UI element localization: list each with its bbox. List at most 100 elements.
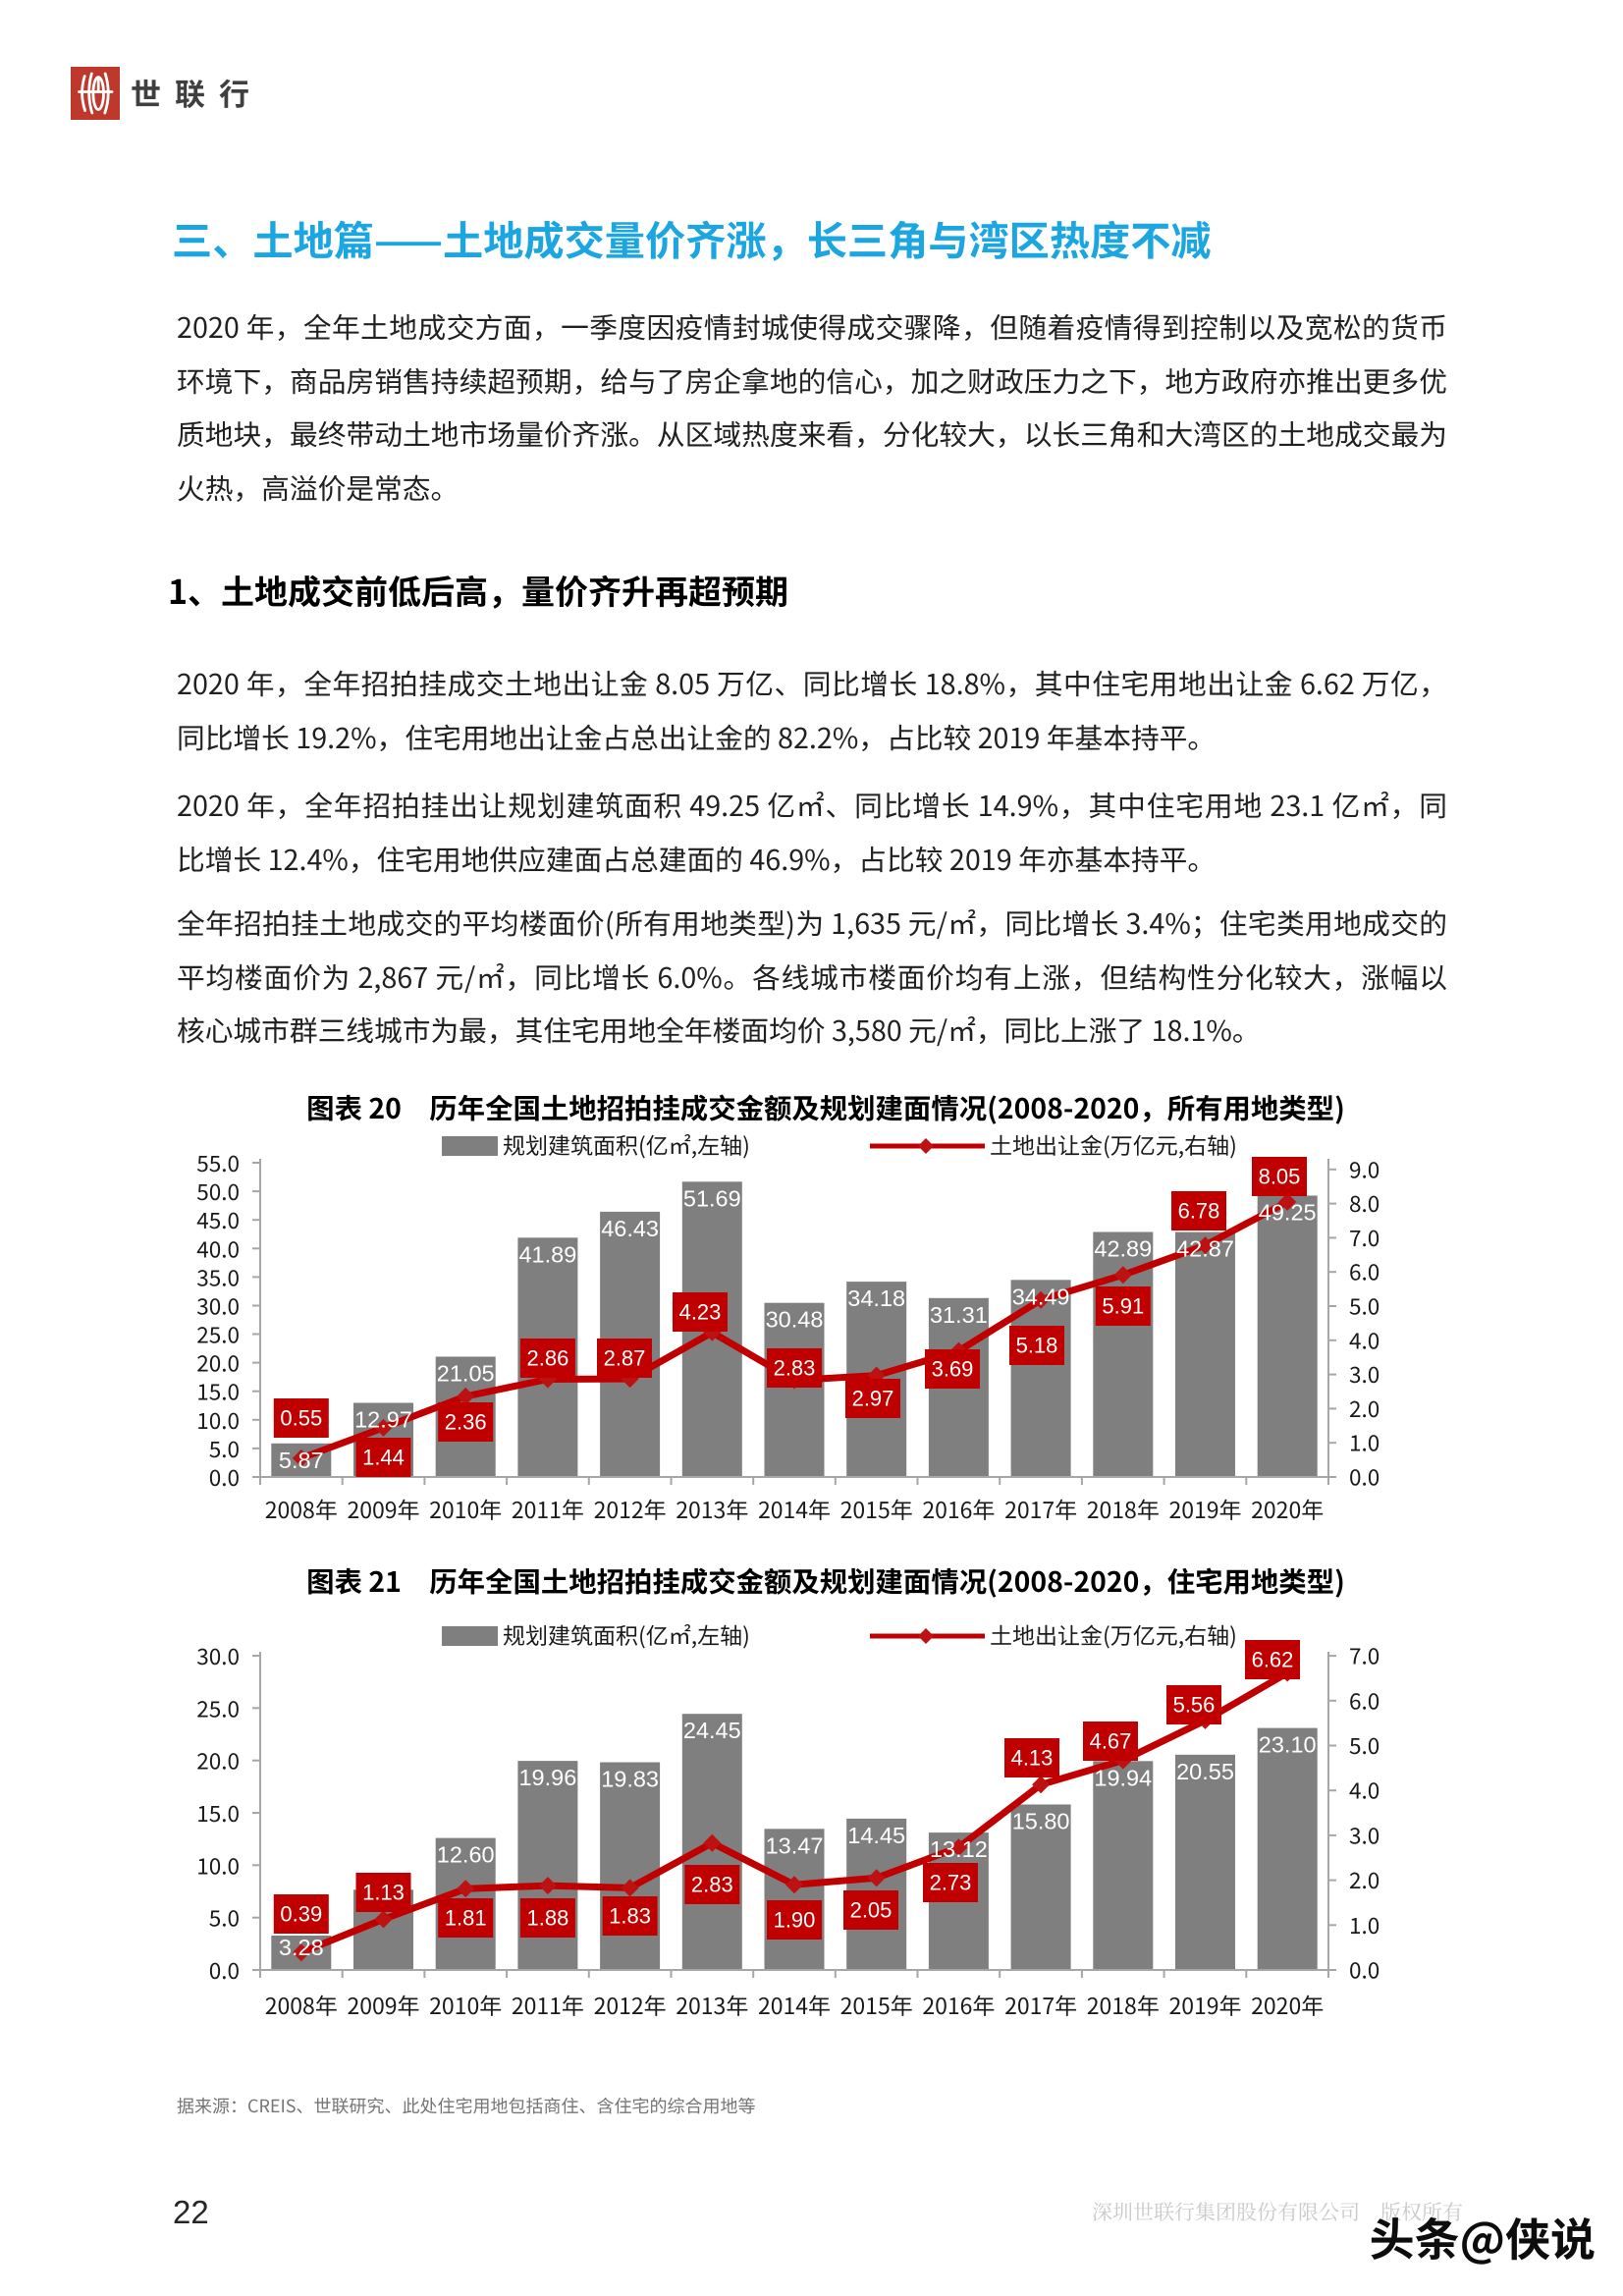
svg-text:0.39: 0.39 <box>280 1902 322 1927</box>
svg-text:24.45: 24.45 <box>683 1718 741 1743</box>
svg-text:35.0: 35.0 <box>196 1261 240 1292</box>
svg-text:12.97: 12.97 <box>354 1407 412 1433</box>
svg-text:0.0: 0.0 <box>1349 1461 1380 1493</box>
svg-text:42.89: 42.89 <box>1094 1236 1152 1262</box>
svg-text:1.0: 1.0 <box>1349 1427 1380 1458</box>
svg-text:15.80: 15.80 <box>1012 1809 1070 1834</box>
svg-text:4.0: 4.0 <box>1349 1775 1380 1806</box>
svg-text:9.0: 9.0 <box>1349 1153 1380 1184</box>
svg-text:7.0: 7.0 <box>1349 1222 1380 1253</box>
svg-text:30.0: 30.0 <box>196 1290 240 1322</box>
svg-text:15.0: 15.0 <box>196 1376 240 1407</box>
svg-text:2017年: 2017年 <box>1004 1492 1077 1525</box>
svg-text:2019年: 2019年 <box>1168 1988 1241 2021</box>
svg-text:2009年: 2009年 <box>347 1988 419 2021</box>
svg-text:2010年: 2010年 <box>429 1492 502 1525</box>
svg-text:19.96: 19.96 <box>518 1765 576 1790</box>
svg-text:50.0: 50.0 <box>196 1175 240 1207</box>
svg-text:2.73: 2.73 <box>930 1871 972 1895</box>
svg-text:1.44: 1.44 <box>362 1446 405 1470</box>
svg-text:2009年: 2009年 <box>347 1492 419 1525</box>
svg-text:2012年: 2012年 <box>594 1492 667 1525</box>
svg-text:15.0: 15.0 <box>196 1797 240 1829</box>
svg-text:20.0: 20.0 <box>196 1347 240 1379</box>
svg-text:6.0: 6.0 <box>1349 1684 1380 1716</box>
svg-text:2012年: 2012年 <box>594 1988 667 2021</box>
svg-text:6.0: 6.0 <box>1349 1256 1380 1287</box>
svg-text:3.28: 3.28 <box>279 1935 324 1960</box>
svg-text:6.78: 6.78 <box>1178 1199 1220 1224</box>
svg-text:土地出让金(万亿元,右轴): 土地出让金(万亿元,右轴) <box>990 1617 1237 1651</box>
svg-text:1.83: 1.83 <box>609 1904 651 1929</box>
svg-text:30.0: 30.0 <box>196 1640 240 1671</box>
svg-text:30.48: 30.48 <box>766 1307 824 1333</box>
svg-text:2019年: 2019年 <box>1168 1492 1241 1525</box>
svg-text:19.94: 19.94 <box>1094 1765 1152 1790</box>
svg-text:4.13: 4.13 <box>1011 1746 1054 1771</box>
svg-text:23.10: 23.10 <box>1259 1732 1317 1758</box>
svg-text:4.23: 4.23 <box>679 1300 722 1325</box>
svg-text:2013年: 2013年 <box>676 1492 748 1525</box>
svg-text:5.0: 5.0 <box>1349 1729 1380 1761</box>
svg-text:土地出让金(万亿元,右轴): 土地出让金(万亿元,右轴) <box>990 1127 1237 1161</box>
svg-text:2011年: 2011年 <box>512 1988 584 2021</box>
svg-text:4.67: 4.67 <box>1090 1729 1132 1754</box>
svg-text:8.0: 8.0 <box>1349 1187 1380 1219</box>
svg-text:51.69: 51.69 <box>683 1185 741 1211</box>
svg-text:0.55: 0.55 <box>280 1406 322 1431</box>
svg-text:1.81: 1.81 <box>445 1906 487 1931</box>
svg-text:5.0: 5.0 <box>1349 1290 1380 1322</box>
svg-text:1.90: 1.90 <box>774 1908 816 1933</box>
svg-text:2.97: 2.97 <box>852 1387 894 1411</box>
svg-text:1.88: 1.88 <box>526 1906 568 1931</box>
svg-text:34.49: 34.49 <box>1012 1284 1070 1309</box>
svg-text:6.62: 6.62 <box>1252 1648 1294 1672</box>
svg-text:2016年: 2016年 <box>922 1492 995 1525</box>
svg-text:2015年: 2015年 <box>840 1492 913 1525</box>
svg-text:3.69: 3.69 <box>932 1357 974 1382</box>
svg-text:图表 21 历年全国土地招拍挂成交金额及规划建面情况(200: 图表 21 历年全国土地招拍挂成交金额及规划建面情况(2008-2020，住宅用… <box>306 1560 1345 1601</box>
svg-text:5.0: 5.0 <box>209 1433 240 1464</box>
svg-text:2.86: 2.86 <box>526 1346 568 1371</box>
svg-text:5.56: 5.56 <box>1173 1693 1216 1718</box>
svg-text:规划建筑面积(亿㎡,左轴): 规划建筑面积(亿㎡,左轴) <box>503 1127 750 1161</box>
svg-text:2.83: 2.83 <box>774 1356 816 1381</box>
svg-text:1.0: 1.0 <box>1349 1909 1380 1941</box>
svg-text:2018年: 2018年 <box>1087 1492 1160 1525</box>
svg-text:31.31: 31.31 <box>930 1302 988 1328</box>
svg-text:2014年: 2014年 <box>758 1988 831 2021</box>
svg-text:规划建筑面积(亿㎡,左轴): 规划建筑面积(亿㎡,左轴) <box>503 1617 750 1651</box>
svg-text:2020年: 2020年 <box>1251 1988 1324 2021</box>
svg-text:0.0: 0.0 <box>209 1461 240 1493</box>
svg-text:2014年: 2014年 <box>758 1492 831 1525</box>
svg-text:2013年: 2013年 <box>676 1988 748 2021</box>
svg-text:5.0: 5.0 <box>209 1902 240 1934</box>
svg-text:2016年: 2016年 <box>922 1988 995 2021</box>
svg-text:2020年: 2020年 <box>1251 1492 1324 1525</box>
svg-text:2.0: 2.0 <box>1349 1864 1380 1895</box>
svg-text:14.45: 14.45 <box>847 1823 905 1848</box>
svg-text:5.18: 5.18 <box>1016 1334 1058 1358</box>
svg-text:2017年: 2017年 <box>1004 1988 1077 2021</box>
svg-text:2.05: 2.05 <box>850 1898 893 1923</box>
svg-text:2010年: 2010年 <box>429 1988 502 2021</box>
svg-text:20.55: 20.55 <box>1176 1759 1234 1784</box>
svg-text:2008年: 2008年 <box>265 1988 338 2021</box>
svg-text:21.05: 21.05 <box>437 1361 495 1387</box>
svg-text:45.0: 45.0 <box>196 1204 240 1235</box>
svg-text:42.87: 42.87 <box>1176 1236 1234 1262</box>
svg-text:10.0: 10.0 <box>196 1849 240 1881</box>
svg-text:20.0: 20.0 <box>196 1745 240 1777</box>
svg-text:41.89: 41.89 <box>518 1241 576 1267</box>
svg-text:25.0: 25.0 <box>196 1319 240 1350</box>
svg-text:1.13: 1.13 <box>362 1881 405 1905</box>
svg-text:13.47: 13.47 <box>766 1832 824 1858</box>
svg-text:8.05: 8.05 <box>1259 1165 1301 1189</box>
svg-text:13.12: 13.12 <box>930 1836 988 1862</box>
svg-text:3.0: 3.0 <box>1349 1358 1380 1390</box>
svg-text:34.18: 34.18 <box>847 1285 905 1311</box>
svg-text:40.0: 40.0 <box>196 1232 240 1264</box>
svg-text:10.0: 10.0 <box>196 1404 240 1436</box>
svg-text:0.0: 0.0 <box>1349 1954 1380 1986</box>
svg-text:2018年: 2018年 <box>1087 1988 1160 2021</box>
